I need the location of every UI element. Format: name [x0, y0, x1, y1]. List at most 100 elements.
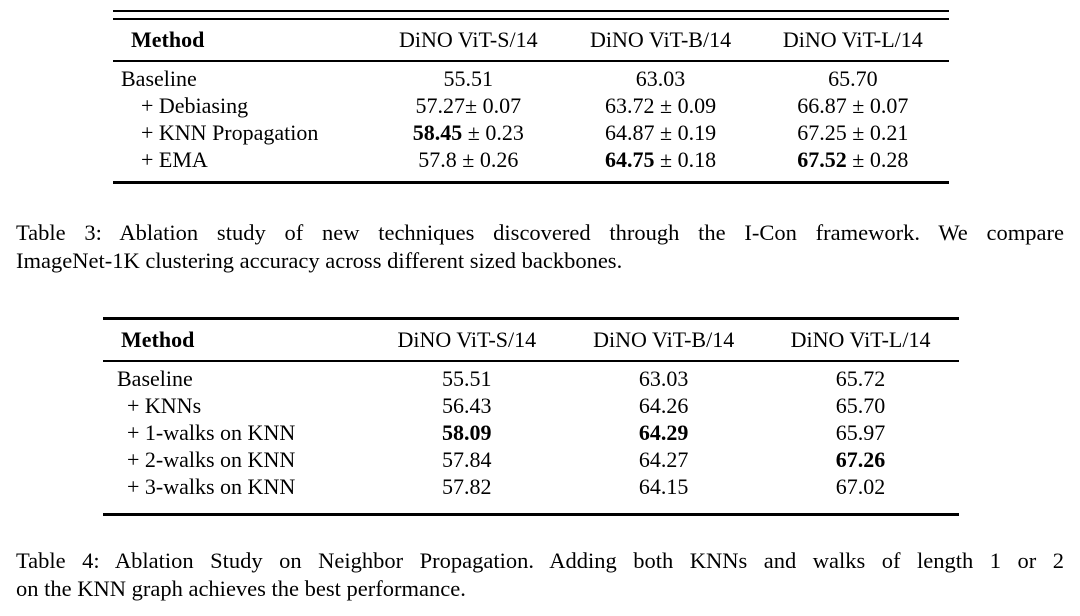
- method-cell: + Debiasing: [141, 93, 249, 118]
- table-4-block: Method DiNO ViT-S/14 DiNO ViT-B/14 DiNO …: [103, 317, 959, 516]
- value-cell: 67.52 ± 0.28: [757, 146, 949, 183]
- column-header-dino-vit-l14: DiNO ViT-L/14: [762, 320, 959, 362]
- value-cell: 63.03: [565, 361, 762, 392]
- value-mean: 64.26: [638, 393, 689, 418]
- value-cell: 65.70: [762, 392, 959, 419]
- ablation-table-3: Method DiNO ViT-S/14 DiNO ViT-B/14 DiNO …: [113, 20, 949, 184]
- value-pm: ± 0.23: [462, 120, 524, 145]
- value-cell: 55.51: [368, 361, 565, 392]
- value-mean: 57.27: [415, 93, 466, 118]
- value-pm: ± 0.21: [846, 120, 909, 145]
- value-pm: ± 0.07: [465, 93, 522, 118]
- value-pm: ± 0.28: [846, 147, 909, 172]
- table-3-block: Method DiNO ViT-S/14 DiNO ViT-B/14 DiNO …: [113, 10, 949, 184]
- value-mean: 56.43: [442, 393, 492, 418]
- value-pm: ± 0.09: [654, 93, 717, 118]
- column-header-method: Method: [113, 20, 373, 62]
- value-cell: 65.97: [762, 419, 959, 446]
- column-header-dino-vit-l14: DiNO ViT-L/14: [756, 20, 949, 62]
- value-cell: 64.29: [565, 419, 762, 446]
- value-mean: 55.51: [442, 366, 492, 391]
- value-cell: 66.87 ± 0.07: [757, 92, 949, 119]
- value-mean: 67.02: [835, 474, 886, 499]
- value-mean: 55.51: [443, 66, 494, 91]
- value-mean: 65.72: [835, 366, 886, 391]
- table-row-knn-propagation: + KNN Propagation 58.45 ± 0.23 64.87 ± 0…: [113, 119, 949, 146]
- table-3-header-row: Method DiNO ViT-S/14 DiNO ViT-B/14 DiNO …: [113, 20, 949, 62]
- column-header-dino-vit-b14: DiNO ViT-B/14: [564, 20, 757, 62]
- value-cell: 67.25 ± 0.21: [757, 119, 949, 146]
- column-header-dino-vit-s14: DiNO ViT-S/14: [372, 20, 565, 62]
- method-cell: Baseline: [117, 366, 193, 391]
- value-mean: 57.84: [442, 447, 492, 472]
- value-cell: 57.8 ± 0.26: [372, 146, 564, 183]
- table-3-top-rule: [113, 10, 949, 20]
- value-cell: 65.70: [757, 61, 949, 92]
- method-cell: + 2-walks on KNN: [127, 447, 296, 472]
- table-row-baseline: Baseline 55.51 63.03 65.72: [103, 361, 959, 392]
- rule-line: [113, 18, 949, 20]
- value-pm: ± 0.26: [456, 147, 519, 172]
- value-cell: 64.87 ± 0.19: [564, 119, 756, 146]
- table-row-2-walks: + 2-walks on KNN 57.84 64.27 67.26: [103, 446, 959, 473]
- rule-line: [113, 10, 949, 12]
- value-cell: 64.15: [565, 473, 762, 515]
- value-cell: 57.82: [368, 473, 565, 515]
- caption-line: Table 4: Ablation Study on Neighbor Prop…: [16, 548, 1064, 573]
- table-row-1-walks: + 1-walks on KNN 58.09 64.29 65.97: [103, 419, 959, 446]
- value-mean: 58.45: [412, 120, 463, 145]
- value-mean: 67.52: [797, 147, 847, 172]
- table-4-caption: Table 4: Ablation Study on Neighbor Prop…: [16, 547, 1064, 603]
- method-cell: Baseline: [121, 66, 197, 91]
- value-mean: 64.75: [605, 147, 655, 172]
- value-pm: ± 0.19: [654, 120, 717, 145]
- table-row-baseline: Baseline 55.51 63.03 65.70: [113, 61, 949, 92]
- value-mean: 63.03: [638, 366, 689, 391]
- method-cell: + 1-walks on KNN: [127, 420, 296, 445]
- value-pm: ± 0.07: [846, 93, 909, 118]
- value-mean: 58.09: [442, 420, 492, 445]
- value-cell: 64.26: [565, 392, 762, 419]
- value-mean: 57.82: [442, 474, 492, 499]
- table-row-debiasing: + Debiasing 57.27± 0.07 63.72 ± 0.09 66.…: [113, 92, 949, 119]
- value-cell: 56.43: [368, 392, 565, 419]
- caption-line: ImageNet-1K clustering accuracy across d…: [16, 248, 623, 273]
- value-mean: 65.70: [828, 66, 878, 91]
- value-mean: 66.87: [797, 93, 847, 118]
- value-mean: 64.27: [638, 447, 689, 472]
- table-row-3-walks: + 3-walks on KNN 57.82 64.15 67.02: [103, 473, 959, 515]
- ablation-table-4: Method DiNO ViT-S/14 DiNO ViT-B/14 DiNO …: [103, 320, 959, 516]
- table-row-knns: + KNNs 56.43 64.26 65.70: [103, 392, 959, 419]
- value-mean: 65.70: [835, 393, 886, 418]
- value-cell: 55.51: [372, 61, 564, 92]
- method-cell: + KNNs: [127, 393, 202, 418]
- column-header-dino-vit-b14: DiNO ViT-B/14: [565, 320, 763, 362]
- value-cell: 58.45 ± 0.23: [372, 119, 564, 146]
- value-cell: 57.84: [368, 446, 565, 473]
- method-cell: + EMA: [141, 147, 208, 172]
- value-cell: 64.27: [565, 446, 762, 473]
- table-3-caption: Table 3: Ablation study of new technique…: [16, 219, 1064, 275]
- value-cell: 57.27± 0.07: [372, 92, 564, 119]
- value-mean: 64.15: [638, 474, 689, 499]
- column-header-dino-vit-s14: DiNO ViT-S/14: [368, 320, 566, 362]
- method-cell: + KNN Propagation: [141, 120, 319, 145]
- value-cell: 65.72: [762, 361, 959, 392]
- table-4-top-rule: [103, 317, 959, 320]
- value-cell: 64.75 ± 0.18: [564, 146, 756, 183]
- method-cell: + 3-walks on KNN: [127, 474, 296, 499]
- value-cell: 67.02: [762, 473, 959, 515]
- caption-line: Table 3: Ablation study of new technique…: [16, 220, 1064, 245]
- value-mean: 57.8: [418, 147, 457, 172]
- table-row-ema: + EMA 57.8 ± 0.26 64.75 ± 0.18 67.52 ± 0…: [113, 146, 949, 183]
- value-mean: 64.29: [638, 420, 689, 445]
- value-cell: 58.09: [368, 419, 565, 446]
- value-mean: 63.72: [605, 93, 655, 118]
- value-mean: 64.87: [605, 120, 655, 145]
- value-mean: 67.25: [797, 120, 847, 145]
- caption-line: on the KNN graph achieves the best perfo…: [16, 576, 466, 601]
- value-mean: 65.97: [835, 420, 886, 445]
- column-header-method: Method: [103, 320, 369, 362]
- value-cell: 63.72 ± 0.09: [564, 92, 756, 119]
